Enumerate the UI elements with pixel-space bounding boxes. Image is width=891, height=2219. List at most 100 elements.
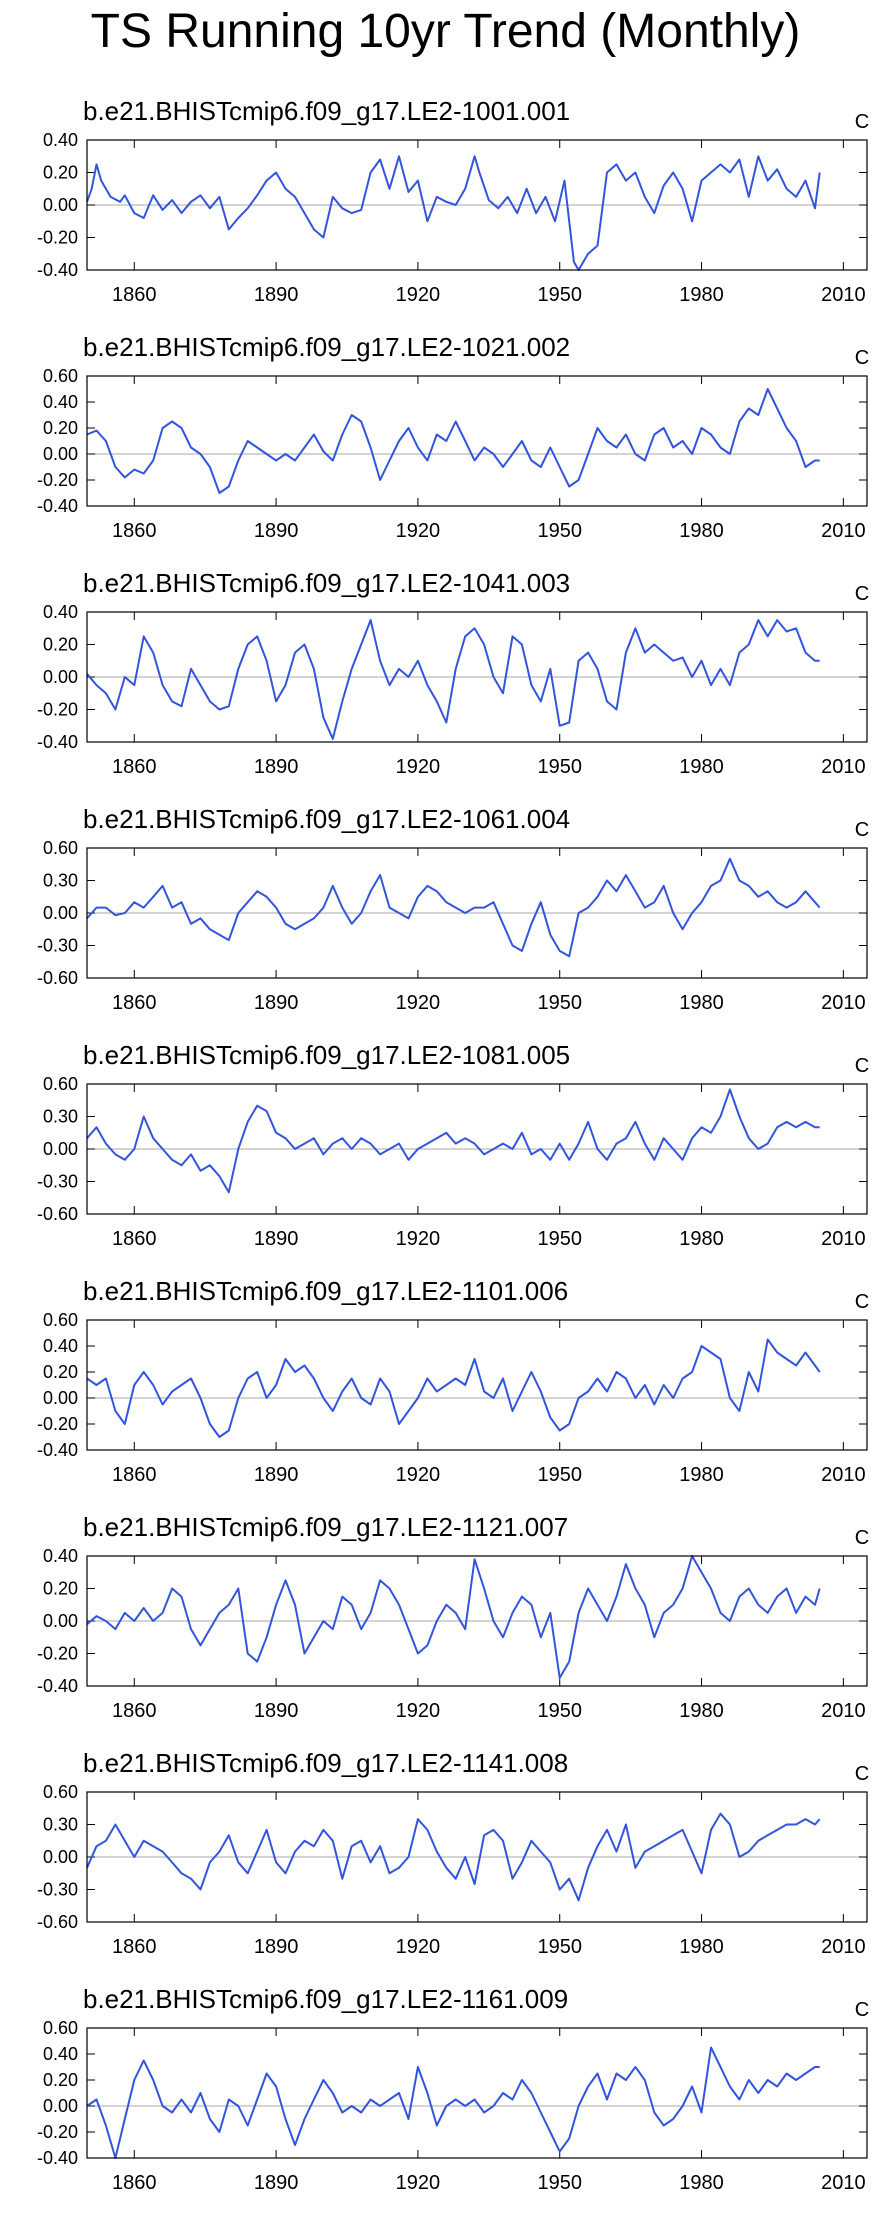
panel-title: b.e21.BHISTcmip6.f09_g17.LE2-1061.004 — [83, 804, 570, 834]
panel-2: b.e21.BHISTcmip6.f09_g17.LE2-1021.002 C -0… — [37, 332, 869, 542]
x-tick-label: 1860 — [112, 2172, 157, 2194]
x-tick-label: 1920 — [396, 1700, 441, 1722]
x-tick-label: 1860 — [112, 1464, 157, 1486]
x-tick-label: 1920 — [396, 756, 441, 778]
y-tick-label: 0.40 — [43, 130, 78, 150]
panel-4: b.e21.BHISTcmip6.f09_g17.LE2-1061.004 C -0… — [37, 804, 869, 1014]
x-tick-label: 2010 — [821, 1228, 866, 1250]
series-line — [86, 388, 820, 494]
y-tick-label: -0.20 — [37, 700, 78, 720]
y-tick-label: -0.40 — [37, 2148, 78, 2168]
units-label: C — [855, 1055, 869, 1077]
panel-9: b.e21.BHISTcmip6.f09_g17.LE2-1161.009 C -0… — [37, 1984, 869, 2194]
x-tick-label: 1920 — [396, 1228, 441, 1250]
panel-title: b.e21.BHISTcmip6.f09_g17.LE2-1041.003 — [83, 568, 570, 598]
y-tick-label: 0.60 — [43, 1074, 78, 1094]
x-tick-label: 1980 — [679, 1936, 724, 1958]
x-tick-label: 1860 — [112, 1700, 157, 1722]
plot-frame — [86, 1555, 868, 1687]
y-tick-label: 0.30 — [43, 871, 78, 891]
y-tick-label: 0.60 — [43, 2018, 78, 2038]
x-tick-label: 1890 — [254, 992, 299, 1014]
x-tick-label: 1950 — [537, 756, 582, 778]
x-tick-label: 1860 — [112, 520, 157, 542]
plot-frame — [86, 2027, 868, 2159]
y-tick-label: 0.60 — [43, 838, 78, 858]
x-tick-label: 1980 — [679, 284, 724, 306]
series-line — [86, 1088, 820, 1194]
y-tick-label: 0.00 — [43, 2096, 78, 2116]
figure-title: TS Running 10yr Trend (Monthly) — [90, 5, 801, 58]
panel-8: b.e21.BHISTcmip6.f09_g17.LE2-1141.008 C -0… — [37, 1748, 869, 1958]
x-tick-label: 1860 — [112, 1936, 157, 1958]
x-tick-label: 2010 — [821, 1700, 866, 1722]
x-tick-label: 2010 — [821, 756, 866, 778]
x-tick-label: 1980 — [679, 1700, 724, 1722]
y-tick-label: -0.30 — [37, 936, 78, 956]
units-label: C — [855, 819, 869, 841]
y-tick-label: -0.40 — [37, 260, 78, 280]
y-tick-label: -0.40 — [37, 732, 78, 752]
series-line — [86, 1812, 821, 1902]
panel-7: b.e21.BHISTcmip6.f09_g17.LE2-1121.007 C -0… — [37, 1512, 869, 1722]
x-tick-label: 1890 — [254, 756, 299, 778]
y-tick-label: -0.30 — [37, 1172, 78, 1192]
y-tick-label: 0.00 — [43, 444, 78, 464]
x-tick-label: 1920 — [396, 992, 441, 1014]
series-line — [86, 1338, 821, 1438]
plot-frame — [86, 1319, 868, 1451]
x-tick-label: 1920 — [396, 1464, 441, 1486]
y-tick-label: 0.00 — [43, 1847, 78, 1867]
panel-1: b.e21.BHISTcmip6.f09_g17.LE2-1001.001 C -0… — [37, 96, 869, 306]
plot-frame — [86, 1791, 868, 1923]
x-tick-label: 1860 — [112, 1228, 157, 1250]
series-line — [86, 2046, 820, 2159]
units-label: C — [855, 583, 869, 605]
plot-frame — [86, 611, 868, 743]
y-tick-label: 0.20 — [43, 1362, 78, 1382]
y-tick-label: 0.00 — [43, 903, 78, 923]
y-tick-label: -0.40 — [37, 496, 78, 516]
y-tick-label: 0.40 — [43, 2044, 78, 2064]
x-tick-label: 1980 — [679, 520, 724, 542]
y-tick-label: 0.60 — [43, 1782, 78, 1802]
y-tick-label: -0.20 — [37, 228, 78, 248]
x-tick-label: 1890 — [254, 1700, 299, 1722]
y-tick-label: -0.40 — [37, 1676, 78, 1696]
x-tick-label: 1980 — [679, 2172, 724, 2194]
y-tick-label: 0.20 — [43, 418, 78, 438]
panel-3: b.e21.BHISTcmip6.f09_g17.LE2-1041.003 C -0… — [37, 568, 869, 778]
x-tick-label: 2010 — [821, 284, 866, 306]
x-tick-label: 1890 — [254, 1464, 299, 1486]
x-tick-label: 1890 — [254, 1936, 299, 1958]
x-tick-label: 1860 — [112, 756, 157, 778]
plot-frame — [86, 375, 868, 507]
x-tick-label: 1950 — [537, 1228, 582, 1250]
y-tick-label: 0.40 — [43, 602, 78, 622]
x-tick-label: 1950 — [537, 992, 582, 1014]
x-tick-label: 1950 — [537, 1464, 582, 1486]
series-line — [86, 1555, 821, 1679]
y-tick-label: 0.60 — [43, 366, 78, 386]
y-tick-label: 0.00 — [43, 667, 78, 687]
y-tick-label: 0.00 — [43, 1139, 78, 1159]
series-line — [86, 619, 820, 740]
y-tick-label: 0.00 — [43, 1611, 78, 1631]
y-tick-label: -0.20 — [37, 1414, 78, 1434]
y-tick-label: 0.40 — [43, 1546, 78, 1566]
x-tick-label: 2010 — [821, 2172, 866, 2194]
plot-frame — [86, 847, 868, 979]
y-tick-label: -0.60 — [37, 968, 78, 988]
y-tick-label: 0.30 — [43, 1107, 78, 1127]
y-tick-label: 0.20 — [43, 163, 78, 183]
x-tick-label: 1920 — [396, 2172, 441, 2194]
y-tick-label: 0.00 — [43, 1388, 78, 1408]
units-label: C — [855, 347, 869, 369]
x-tick-label: 1950 — [537, 1700, 582, 1722]
y-tick-label: -0.60 — [37, 1204, 78, 1224]
plot-frame — [86, 139, 868, 271]
units-label: C — [855, 1763, 869, 1785]
x-tick-label: 1890 — [254, 1228, 299, 1250]
units-label: C — [855, 111, 869, 133]
